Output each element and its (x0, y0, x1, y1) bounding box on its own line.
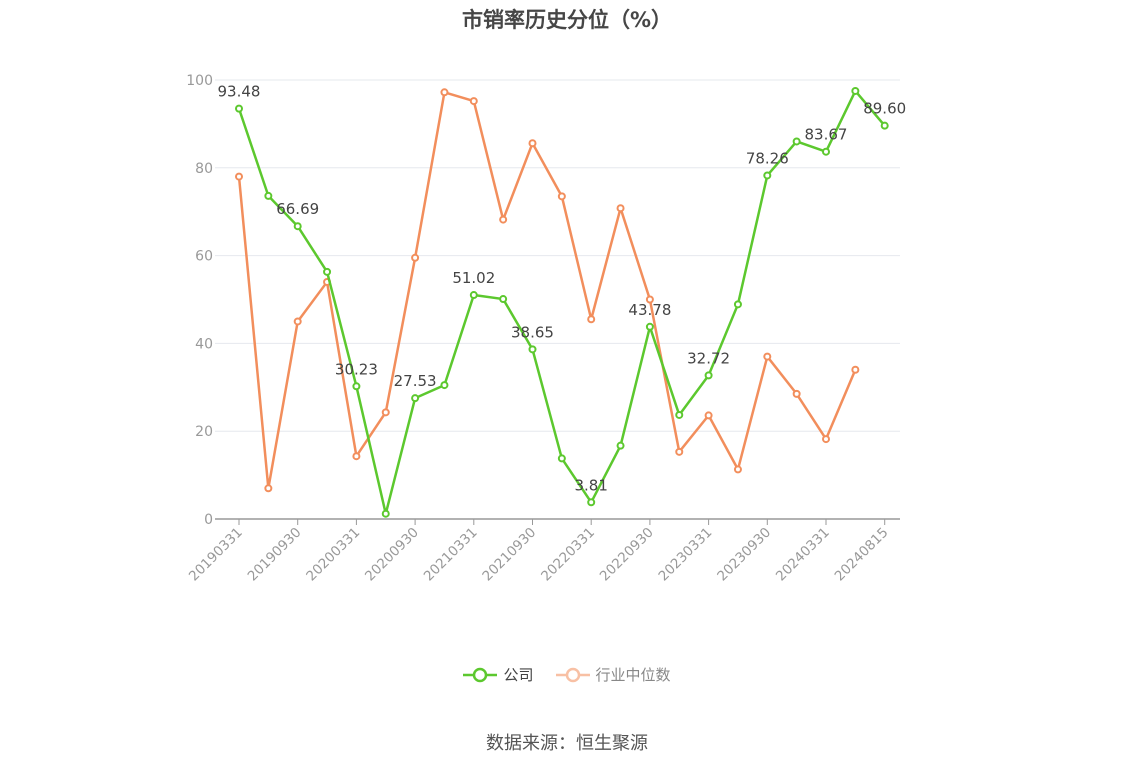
x-tick-label: 20230930 (714, 525, 774, 585)
data-point-company[interactable] (763, 171, 772, 180)
y-tick-label: 40 (195, 336, 213, 352)
data-label: 93.48 (218, 83, 261, 101)
data-label: 30.23 (335, 360, 378, 378)
data-point-company[interactable] (704, 371, 713, 380)
x-tick-label: 20230331 (656, 525, 716, 585)
data-point-company[interactable] (264, 191, 273, 200)
data-point-industry-median[interactable] (381, 408, 390, 417)
y-axis: 0 20 40 60 80 100 (186, 73, 213, 528)
data-point-industry-median[interactable] (645, 295, 654, 304)
legend-industry-marker-icon (555, 667, 590, 682)
data-point-company[interactable] (645, 322, 654, 331)
data-point-company[interactable] (528, 345, 537, 354)
x-tick-label: 20210930 (479, 525, 539, 585)
data-point-company[interactable] (469, 291, 478, 300)
x-tick-label: 20220930 (597, 525, 657, 585)
data-point-company[interactable] (499, 295, 508, 304)
x-tick-label: 20190930 (245, 525, 305, 585)
data-labels: 93.48 66.69 30.23 27.53 51.02 38.65 3.81 43.78 3… (218, 83, 907, 495)
data-point-company[interactable] (323, 267, 332, 276)
data-label: 43.78 (628, 301, 671, 319)
data-point-company[interactable] (587, 498, 596, 507)
y-tick-label: 0 (204, 512, 213, 528)
data-point-industry-median[interactable] (411, 253, 420, 262)
data-point-company[interactable] (440, 381, 449, 390)
legend-item-industry-median[interactable]: 行业中位数 (555, 664, 671, 685)
x-axis: 2019033120190930202003312020093020210331… (186, 518, 900, 585)
data-label: 78.26 (746, 149, 789, 167)
data-point-industry-median[interactable] (557, 192, 566, 201)
data-point-industry-median[interactable] (704, 411, 713, 420)
data-point-company[interactable] (557, 454, 566, 463)
data-point-company[interactable] (352, 382, 361, 391)
data-label: 66.69 (276, 200, 319, 218)
y-tick-label: 100 (186, 73, 213, 89)
legend-company-marker-icon (463, 667, 498, 682)
data-point-industry-median[interactable] (528, 139, 537, 148)
y-tick-label: 20 (195, 424, 213, 440)
series-lines (235, 86, 889, 518)
data-label: 27.53 (394, 372, 437, 390)
data-point-industry-median[interactable] (469, 97, 478, 106)
x-tick-label: 20240815 (832, 525, 892, 585)
data-point-industry-median[interactable] (587, 315, 596, 324)
data-point-company[interactable] (822, 147, 830, 156)
x-tick-label: 20200930 (362, 525, 422, 585)
data-point-industry-median[interactable] (822, 435, 830, 444)
data-point-industry-median[interactable] (440, 88, 449, 97)
x-tick-label: 20240331 (773, 525, 833, 585)
y-tick-label: 80 (195, 161, 213, 177)
data-label: 89.60 (863, 100, 906, 118)
grid-lines (215, 79, 900, 432)
data-label: 51.02 (452, 269, 495, 287)
data-point-industry-median[interactable] (616, 204, 625, 213)
data-point-company[interactable] (235, 104, 243, 113)
legend-label-company: 公司 (503, 666, 534, 684)
data-point-industry-median[interactable] (352, 452, 361, 461)
data-point-company[interactable] (851, 86, 860, 95)
x-tick-label: 20200331 (303, 525, 363, 585)
data-point-company[interactable] (792, 137, 801, 146)
data-point-industry-median[interactable] (499, 215, 508, 224)
data-point-industry-median[interactable] (733, 465, 742, 474)
x-tick-label: 20210331 (421, 525, 481, 585)
data-point-company[interactable] (293, 222, 302, 231)
data-point-industry-median[interactable] (264, 484, 273, 493)
y-tick-label: 60 (195, 249, 213, 265)
data-point-company[interactable] (616, 441, 625, 450)
data-point-industry-median[interactable] (293, 317, 302, 326)
data-label: 32.72 (687, 349, 730, 367)
data-source-note: 数据来源：恒生聚源 (486, 733, 648, 754)
data-label: 83.67 (805, 126, 848, 144)
x-tick-label: 20220331 (538, 525, 598, 585)
data-point-company[interactable] (675, 410, 684, 419)
data-point-industry-median[interactable] (235, 172, 243, 181)
data-point-company[interactable] (411, 394, 420, 403)
legend-label-industry-median: 行业中位数 (595, 666, 671, 684)
data-label: 38.65 (511, 323, 554, 341)
data-point-company[interactable] (733, 300, 742, 309)
data-point-company[interactable] (381, 509, 390, 518)
data-point-industry-median[interactable] (851, 365, 860, 374)
data-point-industry-median[interactable] (675, 447, 684, 456)
series-line-industry-median (237, 91, 857, 490)
data-point-industry-median[interactable] (792, 389, 801, 398)
data-point-company[interactable] (880, 121, 889, 130)
chart-title: 市销率历史分位（%） (461, 8, 673, 32)
legend-item-company[interactable]: 公司 (463, 664, 534, 685)
x-tick-label: 20190331 (186, 525, 246, 585)
legend: 公司 行业中位数 (0, 664, 1134, 685)
data-label: 3.81 (574, 476, 607, 494)
data-point-industry-median[interactable] (763, 352, 772, 361)
